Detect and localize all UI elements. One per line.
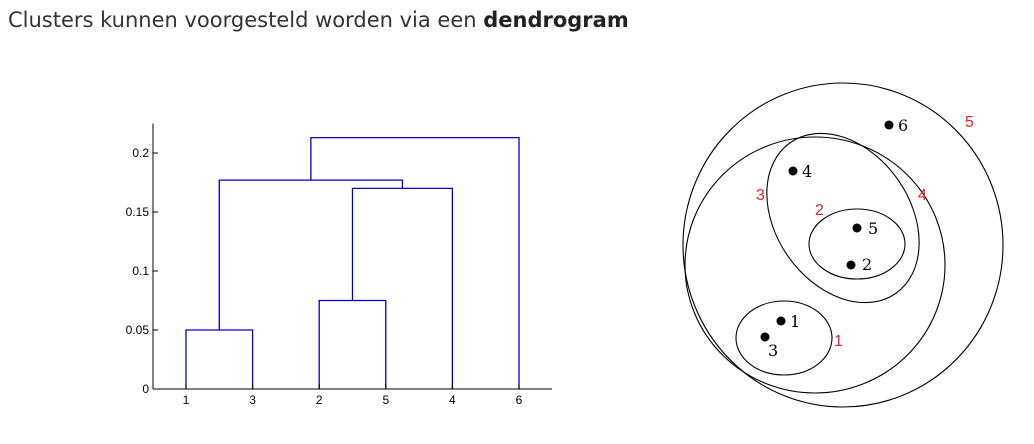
- cluster-3-boundary: [766, 132, 920, 304]
- y-tick-label: 0.1: [132, 264, 149, 278]
- cluster-5-boundary: [682, 82, 1004, 408]
- nested-cluster-diagram: 1 2 3 4 5 6 1 2 3 4 5: [682, 82, 1004, 408]
- point-1: [776, 316, 786, 326]
- point-6: [884, 120, 894, 130]
- y-tick-label: 0: [142, 382, 149, 396]
- point-label: 2: [862, 255, 872, 274]
- point-3: [760, 332, 770, 342]
- leaf-label: 4: [449, 393, 456, 407]
- point-label: 3: [768, 341, 778, 360]
- heading-bold-term: dendrogram: [483, 8, 629, 32]
- point-4: [788, 166, 798, 176]
- leaf-label: 6: [516, 393, 523, 407]
- cluster-label: 4: [918, 187, 927, 204]
- dendrogram-merge: [310, 137, 520, 389]
- cluster-2-boundary: [808, 208, 906, 280]
- leaf-label: 1: [183, 393, 190, 407]
- dendrogram-merge: [218, 179, 404, 330]
- dendrogram-merge: [351, 187, 454, 389]
- leaf-label: 3: [249, 393, 256, 407]
- y-tick-label: 0.05: [126, 323, 150, 337]
- point-label: 1: [790, 312, 800, 331]
- cluster-label: 3: [756, 187, 765, 204]
- point-label: 4: [802, 162, 812, 181]
- cluster-label: 5: [965, 114, 974, 131]
- cluster-label: 2: [815, 202, 824, 219]
- dendrogram: 0 0.05 0.1 0.15 0.2 1 3 2 5 4 6: [126, 123, 552, 407]
- point-label: 6: [898, 116, 908, 135]
- point-2: [846, 260, 856, 270]
- data-points: 1 2 3 4 5 6: [760, 116, 908, 360]
- point-label: 5: [868, 219, 878, 238]
- dendrogram-leaf-labels: 1 3 2 5 4 6: [183, 384, 523, 407]
- point-5: [852, 223, 862, 233]
- dendrogram-y-axis: 0 0.05 0.1 0.15 0.2: [126, 123, 552, 396]
- cluster-label: 1: [834, 333, 843, 350]
- cluster-4-boundary: [684, 136, 946, 394]
- dendrogram-merge: [318, 299, 387, 389]
- cluster-1-boundary: [735, 300, 833, 376]
- y-tick-label: 0.2: [132, 146, 149, 160]
- heading-text: Clusters kunnen voorgesteld worden via e…: [8, 8, 484, 32]
- dendrogram-branches: [185, 137, 520, 389]
- page-title: Clusters kunnen voorgesteld worden via e…: [8, 8, 629, 32]
- leaf-label: 2: [316, 393, 323, 407]
- leaf-label: 5: [382, 393, 389, 407]
- dendrogram-merge: [185, 329, 254, 389]
- y-tick-label: 0.15: [126, 205, 150, 219]
- cluster-labels: 1 2 3 4 5: [756, 114, 974, 350]
